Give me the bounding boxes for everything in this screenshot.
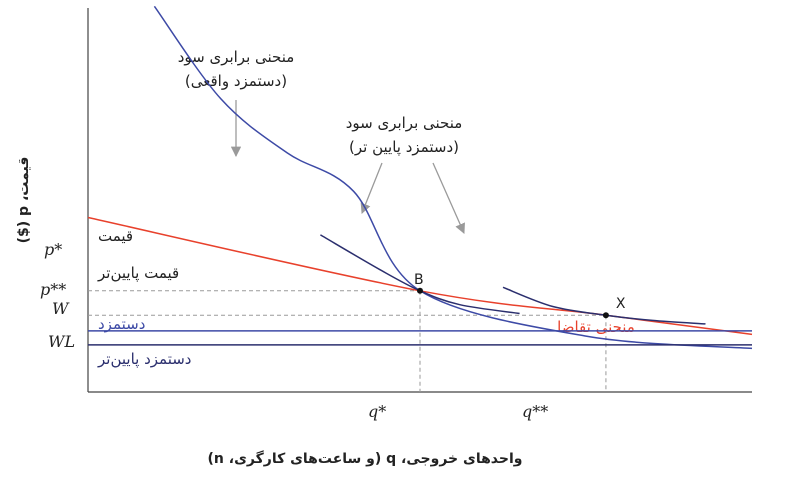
iso-profit-real-sublabel: (دستمزد واقعی)	[185, 72, 287, 90]
x-tick-q-double-star: q**	[522, 402, 548, 421]
equilibrium-point-2	[602, 312, 609, 319]
iso-profit-lower-sublabel: (دستمزد پایین تر)	[349, 138, 459, 157]
series-line-1	[87, 216, 753, 336]
x-tick-q-star: q*	[368, 402, 386, 421]
wage-label: دستمزد	[98, 315, 145, 333]
price-label: قیمت	[98, 227, 133, 245]
y-axis-title: قیمت، p ($)	[16, 157, 32, 244]
lower-price-label: قیمت پایین‌تر	[97, 264, 179, 283]
y-tick-p-double-star: p**	[40, 280, 66, 299]
arrow-lower-wage-right	[432, 162, 465, 234]
equilibrium-label-1: B	[414, 272, 424, 288]
x-axis-title: واحدهای خروجی، q (و ساعت‌های کارگری، n)	[208, 450, 523, 467]
lower-wage-label: دستمزد پایین‌تر	[97, 350, 192, 369]
arrow-lower-wage-left	[360, 162, 383, 214]
equilibrium-label-2: X	[616, 296, 626, 312]
y-tick-w: W	[52, 299, 70, 318]
iso-profit-real-label: منحنی برابری سود	[178, 48, 295, 66]
iso-profit-lower-label: منحنی برابری سود	[346, 114, 463, 132]
y-tick-w-low: WL	[48, 332, 75, 351]
chart-marks: BX	[87, 5, 753, 392]
series-line-2	[153, 5, 753, 350]
equilibrium-point-1	[417, 287, 423, 294]
y-tick-p-star: p*	[44, 240, 62, 259]
